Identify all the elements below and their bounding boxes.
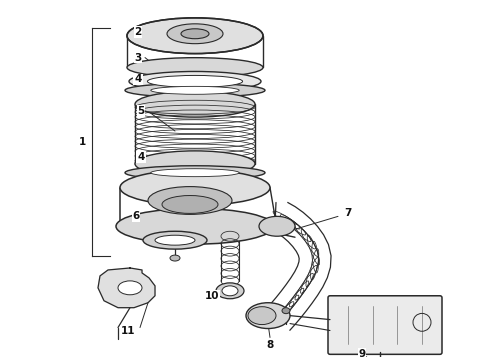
Ellipse shape [143,231,207,249]
Ellipse shape [162,195,218,213]
Ellipse shape [246,303,290,329]
Ellipse shape [282,308,290,314]
Text: 9: 9 [359,349,366,359]
Ellipse shape [148,186,232,215]
Text: 2: 2 [134,27,142,37]
Ellipse shape [248,307,276,325]
Ellipse shape [216,283,244,299]
Ellipse shape [125,166,265,180]
Ellipse shape [181,29,209,39]
Ellipse shape [259,216,295,236]
Ellipse shape [147,76,243,87]
Text: 7: 7 [344,208,352,219]
Ellipse shape [135,151,255,177]
Text: 5: 5 [137,106,145,116]
Text: 8: 8 [267,341,273,350]
FancyBboxPatch shape [328,296,442,354]
Text: 4: 4 [134,75,142,84]
Text: 1: 1 [78,137,86,147]
Ellipse shape [125,84,265,97]
Ellipse shape [222,286,238,296]
Text: 3: 3 [134,53,142,63]
Ellipse shape [151,86,239,94]
Text: 6: 6 [132,211,140,221]
Ellipse shape [151,169,239,177]
Polygon shape [98,268,155,308]
Ellipse shape [116,208,274,244]
Ellipse shape [170,255,180,261]
Text: 4: 4 [137,152,145,162]
Ellipse shape [127,58,263,77]
Ellipse shape [118,281,142,295]
Ellipse shape [120,170,270,206]
Ellipse shape [155,235,195,245]
Text: 11: 11 [121,325,135,336]
Ellipse shape [129,72,261,91]
Text: 10: 10 [205,291,219,301]
Ellipse shape [167,24,223,44]
Ellipse shape [127,18,263,54]
Ellipse shape [135,91,255,117]
